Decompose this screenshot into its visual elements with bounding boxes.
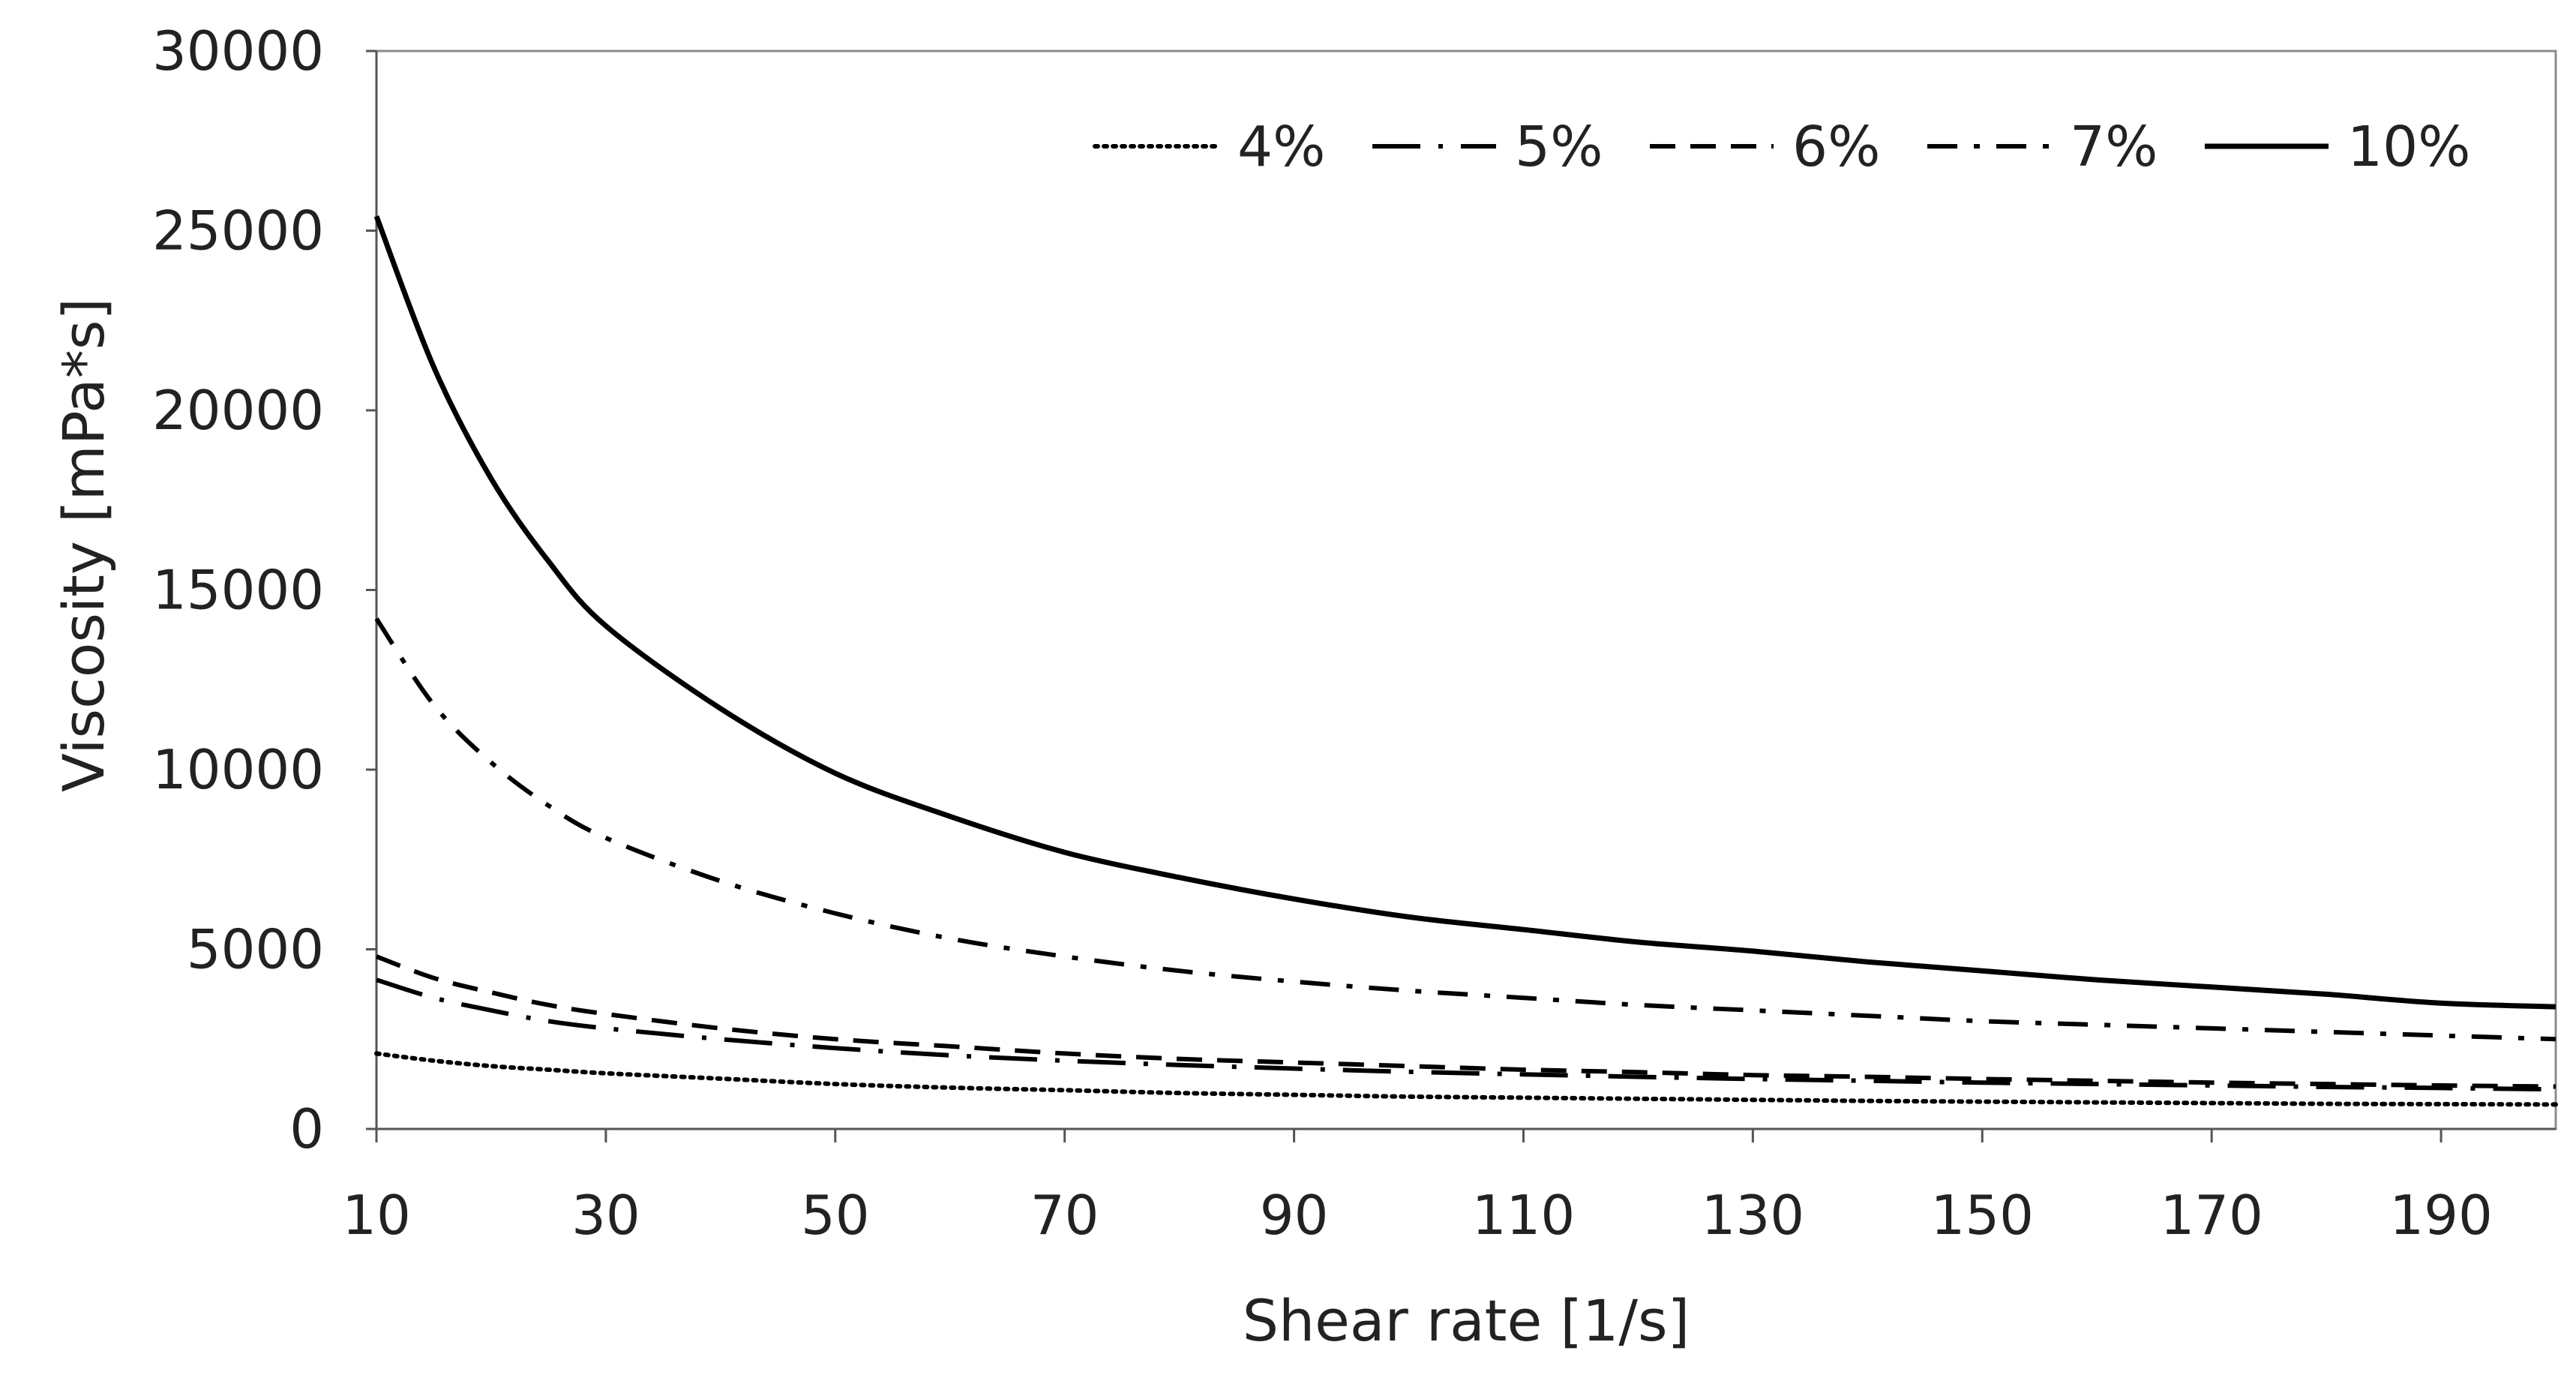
legend-label: 4% [1237,115,1325,179]
y-axis: 0 5000 10000 15000 20000 25000 30000 [152,20,378,1160]
x-tick-label: 170 [2160,1184,2263,1247]
series-line-5pct [376,977,2557,1092]
x-axis: 10 30 50 70 90 110 130 150 170 190 [342,1127,2556,1247]
x-tick-label: 190 [2389,1184,2492,1247]
x-tick-label: 50 [801,1184,870,1247]
x-tick-label: 10 [342,1184,411,1247]
legend-label: 7% [2070,115,2158,179]
x-axis-title: Shear rate [1/s] [1243,1287,1690,1354]
x-tick-label: 30 [571,1184,640,1247]
series-line-4pct [374,1051,2558,1107]
x-tick-label: 70 [1030,1184,1099,1247]
series-line-10pct [373,215,2557,1010]
y-axis-title: Viscosity [mPa*s] [50,298,117,792]
x-tick-label: 130 [1702,1184,1804,1247]
x-tick-label: 150 [1931,1184,2034,1247]
y-tick-label: 5000 [187,918,324,981]
legend: 4% 5% 6% 7% 10% [1093,115,2470,179]
y-tick-label: 10000 [152,738,324,801]
y-tick-label: 20000 [152,379,324,442]
series-lines [373,215,2558,1107]
legend-label: 6% [1792,115,1880,179]
y-tick-label: 0 [289,1097,324,1160]
y-tick-label: 25000 [152,200,324,263]
y-tick-label: 30000 [152,20,324,83]
series-line-7pct [374,617,2557,1042]
x-tick-label: 90 [1260,1184,1329,1247]
y-tick-label: 15000 [152,559,324,622]
legend-label: 5% [1515,115,1603,179]
x-tick-label: 110 [1472,1184,1575,1247]
legend-label: 10% [2347,115,2470,179]
